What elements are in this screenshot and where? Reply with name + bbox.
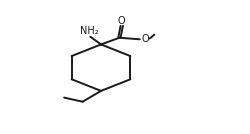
Text: O: O [118,16,126,26]
Text: O: O [141,34,149,44]
Text: NH₂: NH₂ [80,26,99,36]
